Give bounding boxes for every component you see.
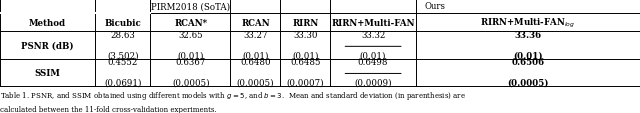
Text: (0.01): (0.01) (242, 51, 269, 60)
Text: (0.01): (0.01) (177, 51, 204, 60)
Text: (0.0005): (0.0005) (237, 78, 274, 87)
Text: 0.4552: 0.4552 (108, 58, 138, 67)
Text: 0.6480: 0.6480 (240, 58, 271, 67)
Text: PSNR (dB): PSNR (dB) (21, 41, 74, 50)
Text: RIRN: RIRN (292, 18, 319, 27)
Text: Table 1. PSNR, and SSIM obtained using different models with $g = 5$, and $b = 3: Table 1. PSNR, and SSIM obtained using d… (0, 89, 466, 101)
Text: RIRN+Multi-FAN$_{log}$: RIRN+Multi-FAN$_{log}$ (481, 16, 575, 29)
Text: 28.63: 28.63 (111, 31, 135, 40)
Text: (0.0005): (0.0005) (508, 78, 548, 87)
Text: (3.502): (3.502) (107, 51, 139, 60)
Text: 32.65: 32.65 (179, 31, 203, 40)
Text: (0.0005): (0.0005) (172, 78, 209, 87)
Text: 33.32: 33.32 (361, 31, 385, 40)
Text: 0.6485: 0.6485 (290, 58, 321, 67)
Text: 0.6367: 0.6367 (175, 58, 206, 67)
Text: RIRN+Multi-FAN: RIRN+Multi-FAN (332, 18, 415, 27)
Text: 0.6498: 0.6498 (358, 58, 388, 67)
Text: (0.0691): (0.0691) (104, 78, 141, 87)
Text: SSIM: SSIM (35, 68, 60, 77)
Text: 0.6506: 0.6506 (511, 58, 545, 67)
Text: calculated between the 11-fold cross-validation experiments.: calculated between the 11-fold cross-val… (0, 105, 216, 113)
Text: RCAN*: RCAN* (174, 18, 207, 27)
Text: 33.30: 33.30 (293, 31, 317, 40)
Text: 33.27: 33.27 (243, 31, 268, 40)
Text: (0.01): (0.01) (513, 51, 543, 60)
Text: Bicubic: Bicubic (104, 18, 141, 27)
Text: PIRM2018 (SoTA): PIRM2018 (SoTA) (151, 2, 230, 11)
Text: (0.01): (0.01) (360, 51, 387, 60)
Text: Method: Method (29, 18, 66, 27)
Text: (0.01): (0.01) (292, 51, 319, 60)
Text: 33.36: 33.36 (515, 31, 541, 40)
Text: (0.0007): (0.0007) (287, 78, 324, 87)
Text: Ours: Ours (425, 2, 445, 11)
Text: RCAN: RCAN (241, 18, 269, 27)
Text: (0.0009): (0.0009) (355, 78, 392, 87)
